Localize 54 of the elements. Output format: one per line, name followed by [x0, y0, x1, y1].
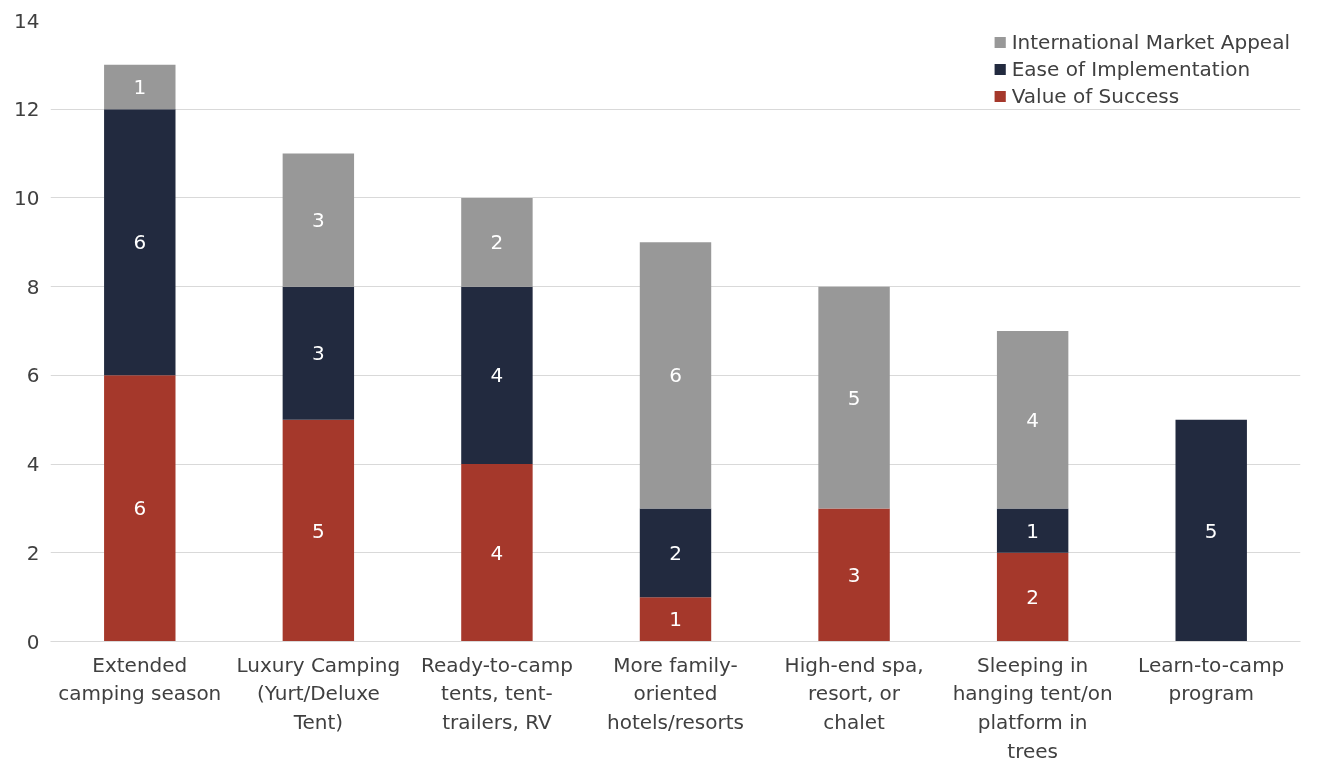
- data-label: 1: [1026, 518, 1040, 543]
- bar: [996, 508, 1069, 553]
- bar: [104, 109, 176, 376]
- y-tick-label: 10: [14, 185, 40, 210]
- data-label: 4: [1026, 407, 1040, 432]
- bar: [282, 153, 355, 287]
- bar: [639, 508, 712, 598]
- data-label: 1: [669, 607, 682, 632]
- y-tick-label: 2: [26, 540, 40, 565]
- legend-label: International Market Appeal: [1011, 30, 1290, 54]
- x-tick-label: More family-oriented hotels/resorts: [607, 652, 745, 735]
- bar: [461, 286, 533, 465]
- data-label: 6: [133, 496, 147, 521]
- legend-label: Ease of Implementation: [1011, 57, 1251, 81]
- data-label: 2: [1026, 585, 1040, 610]
- bar: [104, 375, 176, 642]
- data-label: 3: [311, 208, 325, 233]
- data-label: 5: [1204, 518, 1218, 543]
- x-tick-label: Extended camping season: [58, 652, 222, 706]
- bar: [282, 286, 355, 420]
- data-label: 3: [847, 562, 861, 587]
- bar: [639, 597, 712, 642]
- data-label: 5: [847, 385, 861, 410]
- y-tick-label: 4: [26, 452, 40, 477]
- bar: [996, 552, 1069, 642]
- data-label: 2: [490, 230, 504, 255]
- bar: [996, 331, 1069, 509]
- bar: [461, 197, 533, 287]
- x-tick-label: Learn-to-camp program: [1138, 652, 1285, 706]
- y-tick-label: 0: [26, 629, 40, 654]
- x-tick-label: Luxury Camping (Yurt/Deluxe Tent): [236, 652, 401, 735]
- bar: [282, 419, 355, 642]
- y-tick-label: 8: [26, 274, 40, 299]
- data-label: 5: [311, 518, 325, 543]
- bar: [104, 64, 176, 110]
- data-label: 6: [133, 230, 147, 255]
- y-tick-label: 6: [26, 363, 40, 388]
- bar: [818, 286, 890, 509]
- y-tick-label: 14: [14, 8, 40, 33]
- x-tick-label: Sleeping in hanging tent/on platform in trees: [952, 652, 1113, 763]
- bar: [639, 242, 712, 509]
- data-label: 6: [669, 363, 682, 388]
- data-label: 3: [311, 341, 325, 366]
- bar: [1175, 419, 1247, 642]
- data-label: 4: [490, 363, 504, 388]
- data-label: 1: [133, 75, 147, 100]
- x-tick-label: Ready-to-camp tents, tent-trailers, RV: [420, 652, 573, 735]
- bar: [818, 508, 890, 642]
- y-tick-label: 12: [14, 97, 40, 122]
- legend-label: Value of Success: [1011, 84, 1180, 108]
- data-label: 4: [490, 540, 504, 565]
- bar: [461, 464, 533, 642]
- x-tick-label: High-end spa, resort, or chalet: [784, 652, 924, 735]
- data-label: 2: [669, 540, 682, 565]
